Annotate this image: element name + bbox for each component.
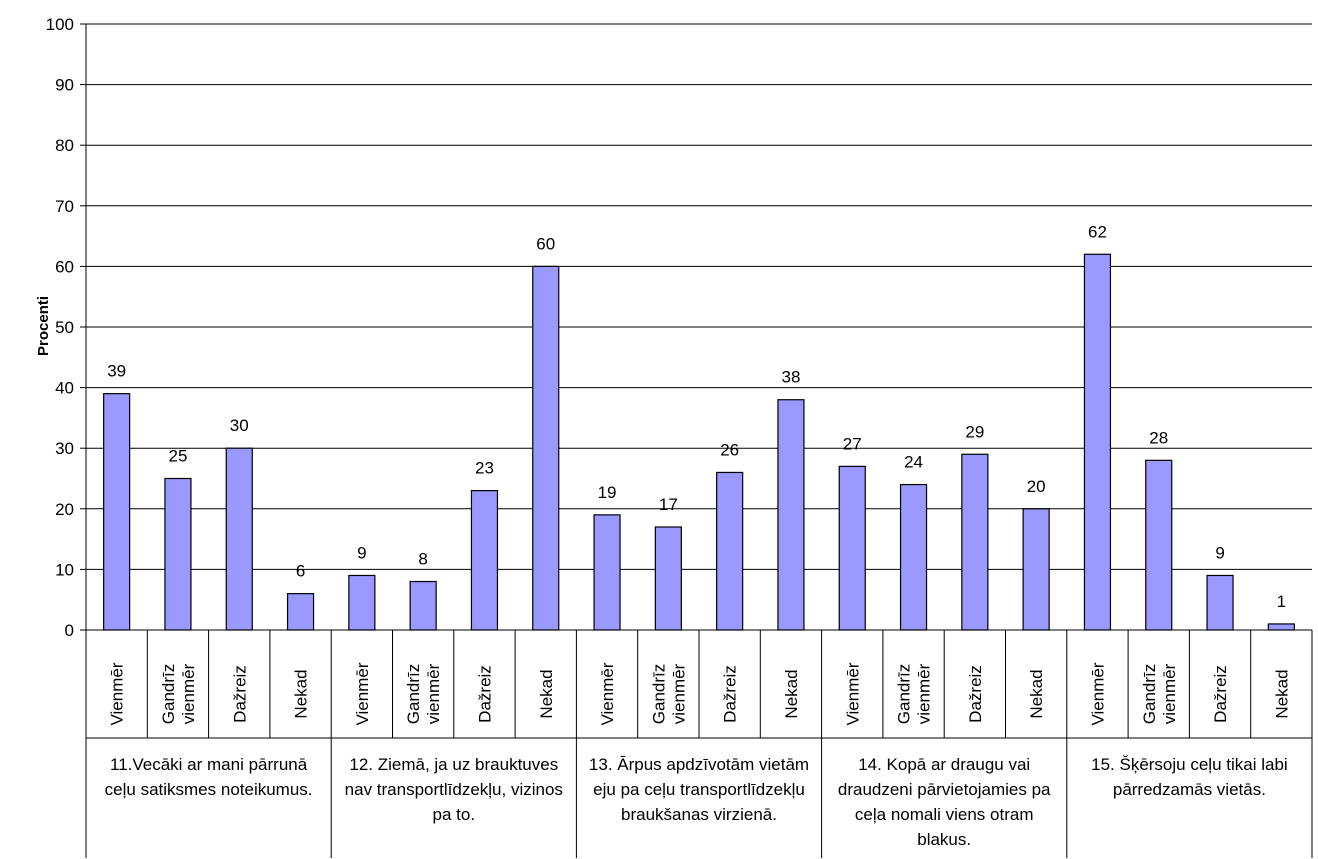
data-label: 38 (781, 368, 800, 387)
bar (1206, 574, 1234, 631)
bar (899, 483, 928, 631)
x-category-label: vienmēr (424, 663, 443, 724)
data-label: 24 (904, 453, 923, 472)
x-group-label: pārredzamās vietās. (1113, 780, 1266, 799)
x-group-label: 11.Vecāki ar mani pārrunā (110, 755, 308, 774)
x-category-label: Nekad (292, 669, 311, 718)
x-group-label: 15. Šķērsoju ceļu tikai labi (1091, 755, 1288, 774)
data-label: 19 (598, 483, 617, 502)
y-tick-label: 100 (46, 15, 74, 34)
x-group-label: eju pa ceļu transportlīdzekļu (593, 780, 805, 799)
data-label: 39 (107, 362, 126, 381)
x-category-label: Dažreiz (475, 665, 494, 723)
data-label: 28 (1149, 428, 1168, 447)
bar (716, 471, 744, 631)
x-category-label: Vienmēr (108, 662, 127, 725)
x-group-label: ceļa nomali viens otram (855, 805, 1034, 824)
x-group-label: nav transportlīdzekļu, vizinos (345, 780, 563, 799)
bar (1083, 253, 1112, 631)
x-group-label: 13. Ārpus apdzīvotām vietām (589, 755, 809, 774)
y-tick-label: 60 (55, 257, 74, 276)
x-category-label: Gandrīz (1140, 664, 1159, 724)
x-category-label: Dažreiz (230, 665, 249, 723)
bar (1267, 623, 1295, 631)
data-label: 27 (843, 434, 862, 453)
bar (348, 574, 376, 631)
x-category-label: Gandrīz (649, 664, 668, 724)
bar (593, 514, 621, 631)
x-category-label: Dažreiz (721, 665, 740, 723)
axes (80, 23, 1313, 858)
x-group-label: 12. Ziemā, ja uz brauktuves (349, 755, 558, 774)
bar (409, 580, 437, 631)
data-label: 8 (418, 550, 427, 569)
y-tick-label: 0 (65, 621, 74, 640)
data-label: 30 (230, 416, 249, 435)
x-group-label: pa to. (433, 805, 476, 824)
data-label: 17 (659, 495, 678, 514)
x-category-label: Nekad (537, 669, 556, 718)
x-category-label: Nekad (1272, 669, 1291, 718)
y-tick-label: 80 (55, 136, 74, 155)
data-label: 25 (168, 447, 187, 466)
data-label: 6 (296, 562, 305, 581)
data-label: 9 (1215, 543, 1224, 562)
x-category-label: Nekad (782, 669, 801, 718)
x-category-label: Dažreiz (1211, 665, 1230, 723)
data-label: 23 (475, 459, 494, 478)
x-category-label: vienmēr (179, 663, 198, 724)
x-group-label: ceļu satiksmes noteikumus. (105, 780, 313, 799)
data-label: 20 (1027, 477, 1046, 496)
y-tick-label: 40 (55, 379, 74, 398)
bar (1022, 508, 1050, 631)
x-category-label: Dažreiz (966, 665, 985, 723)
y-tick-label: 10 (55, 560, 74, 579)
x-group-label: blakus. (917, 830, 971, 849)
x-category-label: Vienmēr (353, 662, 372, 725)
bar (470, 490, 499, 631)
gridlines (86, 23, 1312, 570)
bar (103, 393, 131, 631)
bar (838, 465, 866, 631)
bar (654, 526, 682, 631)
x-group-label: braukšanas virzienā. (621, 805, 777, 824)
data-label: 60 (536, 234, 555, 253)
x-category-label: Nekad (1027, 669, 1046, 718)
bars (103, 253, 1295, 631)
x-category-label: Gandrīz (895, 664, 914, 724)
data-label: 9 (357, 543, 366, 562)
x-category-label: Gandrīz (159, 664, 178, 724)
x-group-label: draudzeni pārvietojamies pa (838, 780, 1051, 799)
data-label: 62 (1088, 222, 1107, 241)
x-category-label: vienmēr (915, 663, 934, 724)
x-group-label: 14. Kopā ar draugu vai (858, 755, 1030, 774)
data-label: 1 (1277, 592, 1286, 611)
x-category-label: Vienmēr (598, 662, 617, 725)
bar (532, 265, 560, 631)
y-tick-label: 50 (55, 318, 74, 337)
bar (777, 399, 805, 631)
bar (286, 593, 315, 631)
x-category-label: Gandrīz (404, 664, 423, 724)
x-category-label: Vienmēr (843, 662, 862, 725)
y-tick-label: 20 (55, 500, 74, 519)
y-axis-title: Procenti (35, 296, 52, 356)
y-tick-label: 90 (55, 76, 74, 95)
x-category-label: Vienmēr (1088, 662, 1107, 725)
bar (961, 453, 989, 631)
data-label: 26 (720, 440, 739, 459)
labels: 0 10 20 30 40 50 60 70 80 90 100 39 Vienmēr 25 Gandrīz… (46, 15, 1292, 849)
bar (225, 447, 253, 631)
x-category-label: vienmēr (1160, 663, 1179, 724)
y-tick-label: 30 (55, 439, 74, 458)
data-label: 29 (965, 422, 984, 441)
y-tick-label: 70 (55, 197, 74, 216)
x-category-label: vienmēr (669, 663, 688, 724)
bar (164, 477, 192, 631)
bar (1145, 459, 1173, 631)
